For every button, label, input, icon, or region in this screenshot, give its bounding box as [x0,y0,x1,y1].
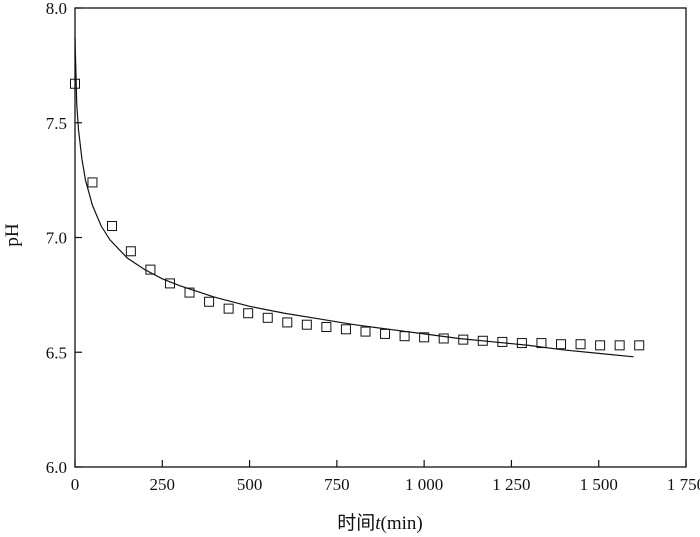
x-tick-label: 1 500 [580,475,618,494]
data-point [184,287,195,298]
data-point [399,331,410,342]
y-axis-title: pH [2,223,23,247]
x-axis-ticks: 0 250 500 750 1 000 1 250 1 500 1 750 [71,460,700,494]
data-point [634,340,645,351]
data-point [614,340,625,351]
data-point [125,246,136,257]
data-point [477,335,488,346]
y-tick-label: 6.0 [46,458,67,477]
x-tick-label: 1 250 [492,475,530,494]
x-tick-label: 0 [71,475,80,494]
x-tick-label: 1 750 [667,475,700,494]
data-point [301,319,312,330]
fit-curve [74,37,634,358]
data-point [419,332,430,343]
data-point [145,264,156,275]
data-point [458,334,469,345]
x-tick-label: 750 [324,475,350,494]
y-tick-label: 7.5 [46,114,67,133]
y-tick-label: 6.5 [46,343,67,362]
y-tick-label: 8.0 [46,0,67,18]
data-point [87,177,98,188]
y-axis-ticks: 6.0 6.5 7.0 7.5 8.0 [46,0,82,477]
data-point [536,338,547,349]
x-tick-label: 250 [150,475,176,494]
x-tick-label: 500 [237,475,263,494]
data-point [360,326,371,337]
x-axis-title-unit: (min) [381,513,423,534]
data-point [243,308,254,319]
data-point [595,340,606,351]
plot-frame [74,7,687,468]
x-axis-title-prefix: 时间 [337,512,375,534]
data-point [556,339,567,350]
data-point [262,312,273,323]
data-point [321,322,332,332]
data-point [497,336,508,347]
data-point [575,339,586,350]
x-axis-title-variable: t [375,513,381,534]
data-point [340,324,351,335]
data-point [282,317,293,328]
data-point [516,338,527,349]
data-point [204,296,215,307]
x-axis-title: 时间t(min) [337,512,423,534]
data-point [438,333,449,344]
data-point [223,303,234,314]
y-tick-label: 7.0 [46,229,67,248]
plot-area [70,37,645,358]
data-point [164,278,175,289]
data-point [107,221,118,232]
data-point [380,328,391,339]
x-tick-label: 1 000 [405,475,443,494]
